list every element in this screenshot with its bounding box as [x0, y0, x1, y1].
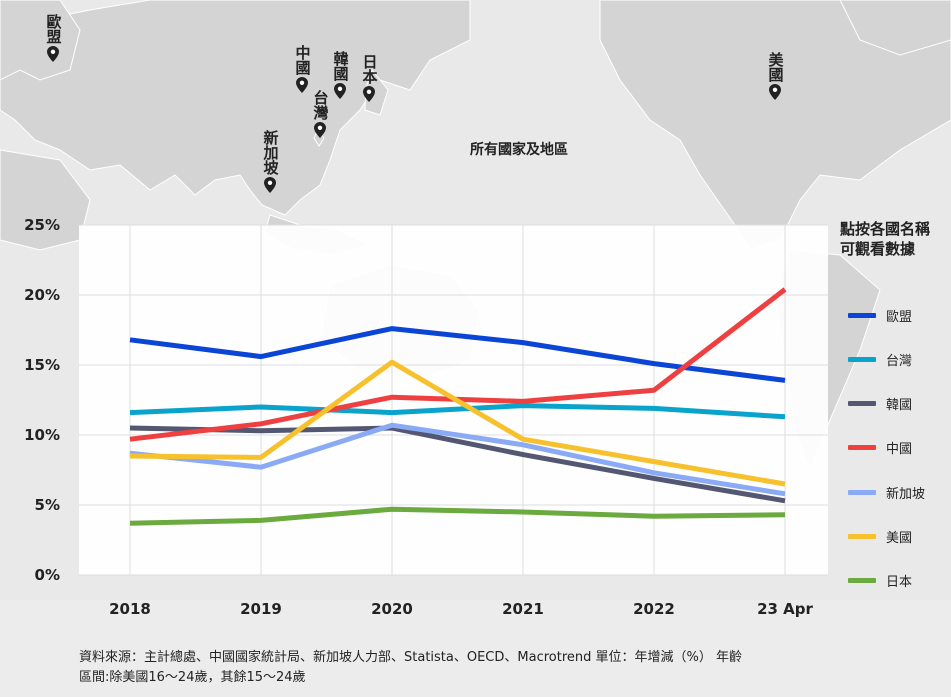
x-tick-label: 2022 [633, 600, 675, 618]
map-pin-tw[interactable]: 台灣 [308, 90, 332, 138]
greenland-land [839, 0, 951, 56]
map-pin-jp[interactable]: 日本 [357, 54, 381, 102]
legend-item[interactable]: 美國 [848, 527, 912, 547]
map-pin-cn[interactable]: 中國 [290, 45, 314, 93]
footnote-line1: 資料來源：主計總處、中國國家統計局、新加坡人力部、Statista、OECD、M… [79, 650, 743, 665]
all-regions-link[interactable]: 所有國家及地區 [470, 142, 568, 158]
legend-item[interactable]: 日本 [848, 571, 912, 591]
x-tick-label: 23 Apr [757, 600, 813, 618]
legend-label: 日本 [886, 575, 913, 591]
legend-item[interactable]: 歐盟 [848, 305, 912, 325]
y-tick-label: 0% [35, 566, 60, 584]
legend-title-line2: 可觀看數據 [840, 240, 916, 258]
legend-swatch [848, 312, 876, 318]
footnote-line2: 區間:除美國16～24歲，其餘15～24歲 [79, 670, 306, 685]
map-pin-label: 日本 [360, 54, 379, 84]
legend-item[interactable]: 台灣 [848, 349, 912, 369]
map-pin-label: 歐盟 [44, 14, 63, 44]
y-tick-label: 5% [35, 496, 60, 514]
map-marker-icon [334, 83, 346, 99]
series-line-中國 [129, 287, 787, 442]
legend-swatch [848, 445, 876, 451]
legend-swatch [848, 489, 876, 495]
map-marker-icon [314, 122, 326, 138]
map-pin-sg[interactable]: 新加坡 [258, 130, 282, 193]
legend-item[interactable]: 韓國 [848, 394, 912, 414]
legend-label: 中國 [886, 442, 913, 458]
series-line-新加坡 [129, 422, 786, 497]
line-chart: 0% 5% 10% 15% 20% 25% 2018 2019 2020 2021 2022 23 A… [24, 216, 828, 618]
legend-label: 美國 [886, 531, 913, 546]
map-pin-label: 台灣 [311, 90, 330, 120]
y-tick-label: 25% [24, 216, 60, 234]
series-line-日本 [129, 506, 786, 526]
legend-swatch [848, 578, 876, 584]
x-tick-label: 2019 [240, 600, 282, 618]
legend-swatch [848, 401, 876, 407]
legend-label: 韓國 [886, 398, 913, 414]
series-line-歐盟 [129, 326, 786, 383]
map-pin-label: 韓國 [331, 51, 350, 81]
y-tick-label: 15% [24, 356, 60, 374]
legend-item[interactable]: 中國 [848, 438, 912, 458]
eurasia-land [0, 0, 471, 216]
legend-title: 點按各國名稱 可觀看數據 [840, 219, 950, 259]
map-marker-icon [363, 86, 375, 102]
legend-label: 歐盟 [886, 309, 913, 325]
map-marker-icon [296, 77, 308, 93]
x-tick-label: 2021 [502, 600, 544, 618]
legend-item[interactable]: 新加坡 [848, 482, 925, 502]
legend-swatch [848, 356, 876, 362]
map-pin-label: 中國 [293, 45, 312, 75]
map-pin-kr[interactable]: 韓國 [328, 51, 352, 99]
europe-land [0, 0, 81, 81]
map-pin-eu[interactable]: 歐盟 [41, 14, 65, 62]
legend-title-line1: 點按各國名稱 [840, 220, 931, 238]
series-line-台灣 [129, 403, 786, 420]
source-footnote: 資料來源：主計總處、中國國家統計局、新加坡人力部、Statista、OECD、M… [79, 648, 839, 688]
map-pin-label: 新加坡 [261, 130, 280, 175]
japan-land [364, 68, 389, 116]
map-pin-us[interactable]: 美國 [763, 52, 787, 100]
x-tick-label: 2020 [371, 600, 413, 618]
map-marker-icon [264, 177, 276, 193]
series-line-美國 [129, 359, 786, 487]
map-marker-icon [769, 84, 781, 100]
map-marker-icon [47, 46, 59, 62]
legend-swatch [848, 534, 876, 539]
y-tick-label: 20% [24, 286, 60, 304]
series-line-韓國 [129, 425, 786, 504]
legend-label: 新加坡 [886, 486, 926, 502]
x-tick-label: 2018 [109, 600, 151, 618]
legend-label: 台灣 [886, 353, 913, 369]
y-tick-label: 10% [24, 426, 60, 444]
map-pin-label: 美國 [766, 52, 785, 82]
